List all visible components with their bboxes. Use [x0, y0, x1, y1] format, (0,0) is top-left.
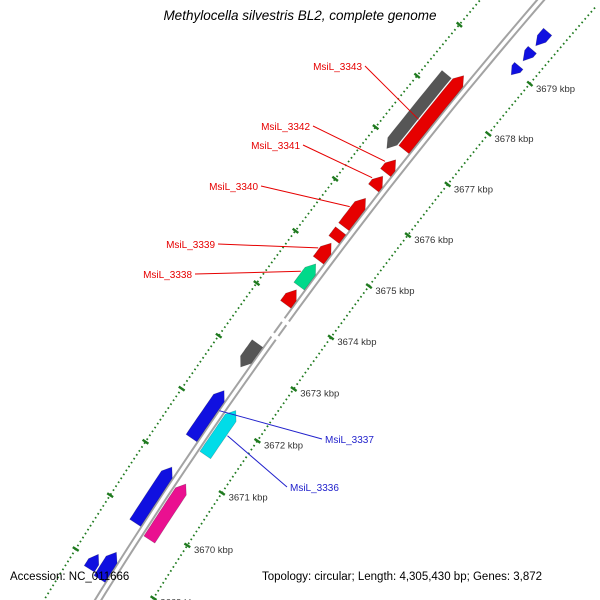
gene-label-MsiL_3343: MsiL_3343: [313, 62, 362, 73]
accession-text: Accession: NC_011666: [10, 571, 130, 583]
ruler-tick: [253, 437, 261, 444]
gene-label-leader: [194, 270, 301, 275]
gene-label-leader: [260, 185, 350, 208]
gene-label-leader: [312, 125, 386, 162]
ruler-tick: [290, 386, 298, 392]
ruler-tick: [526, 80, 534, 87]
ruler-tick: [141, 438, 150, 445]
genome-backbone-core: [96, 0, 543, 600]
ruler-tick-label: 3672 kbp: [264, 440, 303, 451]
ruler-tick-label: 3678 kbp: [495, 134, 534, 145]
gene-arrow-unnamed[interactable]: [386, 70, 452, 149]
gene-label-MsiL_3340: MsiL_3340: [209, 182, 258, 193]
gene-label-MsiL_3341: MsiL_3341: [251, 141, 300, 152]
gene-label-leader: [217, 243, 319, 249]
backbone-gap: [268, 330, 282, 343]
ruler-tick: [72, 546, 80, 552]
ruler-tick-label: 3673 kbp: [300, 389, 339, 400]
ruler-tick: [331, 175, 339, 182]
ruler-tick: [149, 595, 158, 600]
gene-label-MsiL_3338: MsiL_3338: [143, 270, 192, 281]
gene-label-MsiL_3339: MsiL_3339: [166, 240, 215, 251]
ruler-tick: [253, 280, 261, 287]
ruler-tick: [291, 227, 300, 234]
page-title: Methylocella silvestris BL2, complete ge…: [163, 8, 437, 23]
gene-arrow-unnamed[interactable]: [328, 226, 347, 244]
ruler-tick: [178, 385, 186, 392]
gene-label-MsiL_3336: MsiL_3336: [290, 483, 339, 494]
gene-arrow-unnamed[interactable]: [129, 466, 173, 527]
gene-label-leader: [364, 65, 419, 120]
ruler-tick-label: 3671 kbp: [229, 492, 268, 503]
ruler-tick: [106, 492, 114, 499]
ruler-tick: [215, 332, 223, 339]
ruler-tick: [484, 130, 492, 138]
gene-arrow-MsiL_3341[interactable]: [368, 175, 384, 193]
ruler-tick: [218, 490, 226, 496]
ruler-dotted-arc-inner: [151, 7, 596, 600]
ruler-tick: [404, 232, 412, 239]
ruler-tick-label: 3679 kbp: [536, 84, 575, 95]
ruler-tick-label: 3670 kbp: [194, 545, 233, 556]
ruler-tick: [444, 181, 452, 188]
ruler-tick-label: 3674 kbp: [337, 337, 376, 348]
ruler-tick: [365, 283, 373, 290]
ruler-tick-label: 3676 kbp: [414, 235, 453, 246]
gene-arrow-MsiL_3340[interactable]: [338, 197, 366, 232]
gene-arrow-MsiL_3338[interactable]: [293, 263, 317, 291]
gene-label-leader: [227, 435, 288, 488]
gene-arrow-unnamed[interactable]: [93, 551, 118, 583]
ruler-tick-label: 3675 kbp: [375, 286, 414, 297]
ruler-tick-label: 3669 kbp: [160, 597, 199, 600]
gene-arrow-unnamed[interactable]: [535, 27, 553, 47]
ruler-tick: [413, 72, 421, 79]
gene-arrow-unnamed[interactable]: [510, 61, 524, 76]
gene-arrow-unnamed[interactable]: [280, 289, 297, 309]
gene-label-leader: [219, 410, 323, 440]
gene-arrow-MsiL_3339[interactable]: [312, 242, 332, 265]
gene-label-leader: [302, 144, 373, 179]
gene-arrow-MsiL_3337[interactable]: [185, 390, 225, 443]
genome-stats-text: Topology: circular; Length: 4,305,430 bp…: [262, 571, 543, 583]
gene-arrow-unnamed[interactable]: [522, 45, 537, 62]
ruler-tick: [455, 21, 463, 28]
ruler-tick: [327, 334, 335, 341]
gene-arrow-unnamed[interactable]: [143, 483, 187, 544]
ruler-tick: [183, 542, 191, 549]
gene-arrow-MsiL_3343[interactable]: [398, 75, 465, 155]
gene-arrow-MsiL_3342[interactable]: [380, 159, 397, 178]
ruler-tick: [372, 124, 380, 131]
ruler-tick-label: 3677 kbp: [454, 184, 493, 195]
gene-label-MsiL_3342: MsiL_3342: [261, 122, 310, 133]
gene-label-MsiL_3337: MsiL_3337: [325, 435, 374, 446]
gene-arrow-unnamed[interactable]: [240, 339, 264, 368]
gene-arrow-unnamed[interactable]: [83, 553, 100, 573]
gene-arrow-MsiL_3336[interactable]: [199, 410, 237, 460]
backbone-gap: [278, 315, 293, 328]
